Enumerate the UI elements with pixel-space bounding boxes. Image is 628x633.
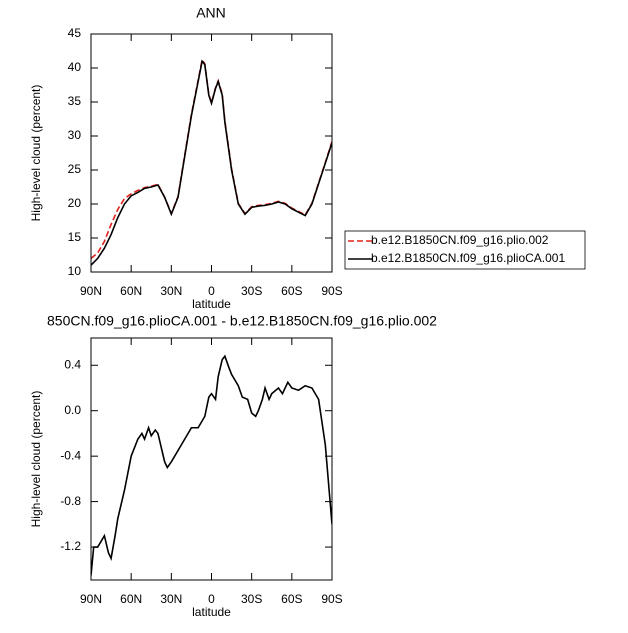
y-tick-label: 35: [68, 94, 82, 108]
x-tick-label: 60N: [120, 592, 142, 606]
series-line: [91, 57, 332, 260]
plot-frame: [90, 337, 333, 581]
x-axis-label: latitude: [192, 605, 231, 619]
y-tick-label: 0.0: [64, 403, 81, 417]
x-tick-label: 90N: [80, 592, 102, 606]
y-tick-label: -0.4: [60, 448, 81, 462]
chart-title: ANN: [196, 5, 226, 21]
x-tick-label: 90S: [321, 284, 342, 298]
x-tick-label: 90N: [80, 284, 102, 298]
x-tick-label: 60S: [281, 284, 302, 298]
y-axis-label: High-level cloud (percent): [29, 85, 43, 222]
y-tick-label: 30: [68, 128, 82, 142]
x-axis-label: latitude: [192, 297, 231, 311]
x-tick-label: 30N: [160, 592, 182, 606]
chart-title: 850CN.f09_g16.plioCA.001 - b.e12.B1850CN…: [47, 313, 437, 329]
plot-frame: [90, 33, 333, 273]
series-line: [91, 354, 332, 576]
legend-label: b.e12.B1850CN.f09_g16.plio.002: [371, 233, 549, 247]
y-tick-label: 20: [68, 196, 82, 210]
x-tick-label: 0: [208, 284, 215, 298]
x-tick-label: 0: [208, 592, 215, 606]
x-tick-label: 30N: [160, 284, 182, 298]
x-tick-label: 60N: [120, 284, 142, 298]
legend-label: b.e12.B1850CN.f09_g16.plioCA.001: [371, 251, 565, 265]
series-line: [91, 59, 332, 266]
y-tick-label: 10: [68, 264, 82, 278]
y-tick-label: 45: [68, 26, 82, 40]
x-tick-label: 30S: [241, 592, 262, 606]
y-tick-label: 25: [68, 162, 82, 176]
y-tick-label: -0.8: [60, 494, 81, 508]
x-tick-label: 90S: [321, 592, 342, 606]
y-tick-label: -1.2: [60, 539, 81, 553]
y-tick-label: 0.4: [64, 357, 81, 371]
y-axis-label: High-level cloud (percent): [29, 391, 43, 528]
y-tick-label: 40: [68, 60, 82, 74]
legend-box: [344, 230, 586, 270]
y-tick-label: 15: [68, 230, 82, 244]
x-tick-label: 30S: [241, 284, 262, 298]
x-tick-label: 60S: [281, 592, 302, 606]
